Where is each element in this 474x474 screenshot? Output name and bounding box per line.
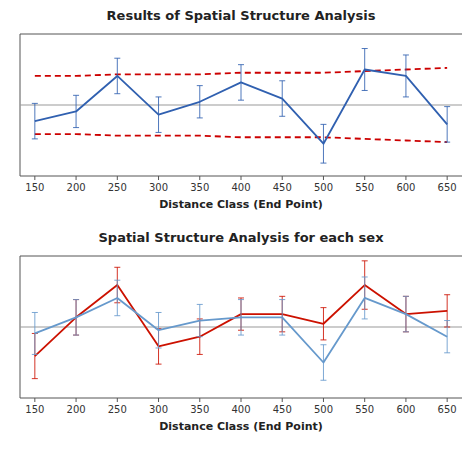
x-tick-label: 450	[273, 404, 292, 415]
x-tick	[364, 176, 365, 180]
error-bar	[362, 49, 368, 91]
x-tick-label: 450	[273, 182, 292, 193]
x-tick-label: 600	[396, 404, 415, 415]
error-bar	[320, 345, 326, 381]
error-bar	[403, 296, 409, 332]
chart-title: Results of Spatial Structure Analysis	[107, 8, 376, 23]
x-tick	[364, 398, 365, 402]
x-tick-label: 300	[149, 404, 168, 415]
x-tick-label: 250	[108, 404, 127, 415]
x-tick	[199, 176, 200, 180]
error-bar	[238, 300, 244, 336]
x-tick-label: 550	[355, 182, 374, 193]
x-tick-label: 150	[25, 404, 44, 415]
x-tick	[241, 176, 242, 180]
error-bar	[73, 95, 79, 127]
x-tick	[34, 398, 35, 402]
x-tick-label: 250	[108, 182, 127, 193]
x-axis-label: Distance Class (End Point)	[159, 420, 323, 433]
error-bar	[32, 312, 38, 354]
error-bar	[197, 86, 203, 118]
series-line	[35, 298, 447, 363]
x-tick	[282, 176, 283, 180]
plot-area	[20, 261, 462, 380]
x-tick-label: 350	[190, 182, 209, 193]
x-tick	[323, 176, 324, 180]
x-tick	[405, 176, 406, 180]
x-tick-label: 600	[396, 182, 415, 193]
x-tick-label: 650	[438, 182, 457, 193]
x-tick-label: 200	[67, 404, 86, 415]
top-frame-line	[20, 256, 462, 257]
chart-panel: Spatial Structure Analysis for each sex 1…	[20, 230, 462, 433]
x-tick	[34, 176, 35, 180]
x-tick	[158, 398, 159, 402]
error-bar	[444, 107, 450, 142]
error-bar	[320, 308, 326, 340]
x-tick	[447, 398, 448, 402]
chart-panel: Results of Spatial Structure Analysis 150…	[20, 8, 462, 211]
error-bar	[279, 300, 285, 336]
error-bar	[73, 300, 79, 336]
x-tick	[405, 398, 406, 402]
error-bar	[403, 55, 409, 97]
reference-line	[20, 105, 462, 106]
error-bar	[114, 58, 120, 94]
x-tick-label: 550	[355, 404, 374, 415]
x-tick	[282, 398, 283, 402]
x-tick-label: 650	[438, 404, 457, 415]
x-tick-label: 150	[25, 182, 44, 193]
error-bar	[32, 103, 38, 139]
top-frame-line	[20, 34, 462, 35]
error-bar	[320, 124, 326, 163]
x-tick	[117, 398, 118, 402]
x-tick	[76, 176, 77, 180]
x-tick-label: 300	[149, 182, 168, 193]
x-axis-label: Distance Class (End Point)	[159, 198, 323, 211]
x-tick	[447, 176, 448, 180]
error-bar	[362, 277, 368, 319]
x-tick	[76, 398, 77, 402]
x-tick-label: 350	[190, 404, 209, 415]
series-line	[35, 285, 447, 356]
chart-canvas: Results of Spatial Structure Analysis 150…	[0, 0, 474, 474]
x-tick-label: 200	[67, 182, 86, 193]
x-tick	[241, 398, 242, 402]
error-bar	[156, 312, 162, 348]
error-bar	[114, 280, 120, 316]
series-line	[35, 134, 447, 142]
error-bar	[197, 304, 203, 336]
plot-area	[20, 49, 462, 164]
x-tick-label: 500	[314, 182, 333, 193]
x-tick-label: 400	[231, 182, 250, 193]
x-tick	[117, 176, 118, 180]
x-tick	[158, 176, 159, 180]
error-bar	[444, 321, 450, 353]
x-tick-label: 500	[314, 404, 333, 415]
error-bar	[238, 65, 244, 101]
chart-title: Spatial Structure Analysis for each sex	[98, 230, 384, 245]
x-tick	[199, 398, 200, 402]
error-bar	[156, 97, 162, 133]
x-tick	[323, 398, 324, 402]
x-tick-label: 400	[231, 404, 250, 415]
error-bar	[279, 81, 285, 117]
